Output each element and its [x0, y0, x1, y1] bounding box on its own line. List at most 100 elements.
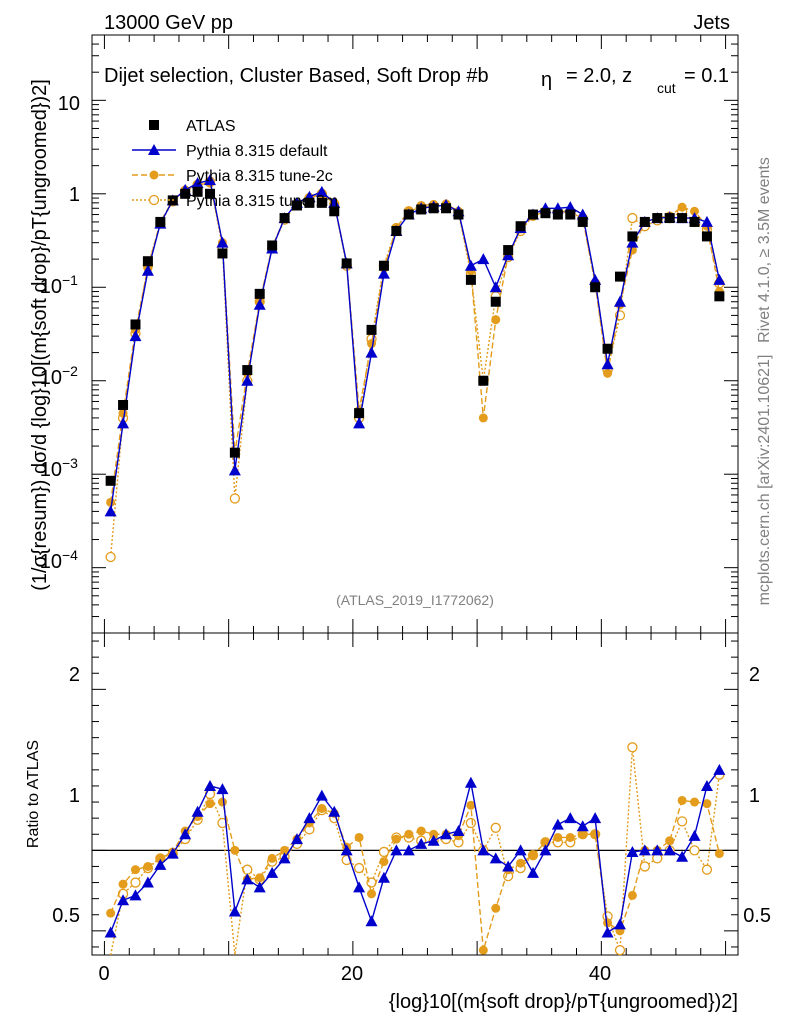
ratio-point	[565, 832, 575, 842]
ratio-point	[701, 864, 713, 875]
ratio-ytick-label-right: 0.5	[743, 905, 771, 927]
data-point	[677, 213, 688, 224]
data-point	[105, 475, 116, 486]
ratio-point	[377, 871, 390, 883]
data-point	[639, 216, 650, 227]
data-point	[217, 248, 228, 259]
data-point	[391, 225, 402, 236]
ratio-point	[564, 812, 577, 824]
ratio-series-line	[109, 747, 721, 956]
ratio-point	[491, 903, 501, 913]
ratio-point	[328, 805, 341, 817]
data-point	[316, 197, 327, 208]
data-point	[254, 288, 265, 299]
data-point	[714, 291, 725, 302]
data-point	[129, 330, 142, 342]
data-point	[453, 209, 464, 220]
main-ytick-label: 10	[40, 551, 62, 573]
ratio-point	[700, 779, 713, 791]
ratio-ytick-label: 0.5	[52, 905, 80, 927]
data-point	[105, 551, 116, 563]
ratio-ytick-label-right: 2	[749, 664, 760, 686]
main-ylabel: (1/σ{resum}) dσ/d {log}10[(m{soft drop}/…	[29, 79, 51, 591]
ratio-point	[340, 844, 353, 856]
ratio-point	[365, 915, 378, 927]
data-point	[700, 215, 713, 227]
ratio-point	[130, 877, 141, 888]
data-point	[614, 271, 625, 282]
ratio-point	[353, 881, 366, 893]
ratio-point	[117, 894, 130, 906]
ratio-point	[367, 889, 377, 899]
analysis-watermark: (ATLAS_2019_I1772062)	[336, 592, 494, 608]
ratio-point	[267, 853, 277, 863]
ratio-point	[404, 829, 414, 839]
ratio-point	[141, 876, 154, 888]
data-point	[477, 253, 490, 265]
ratio-point	[527, 866, 540, 878]
data-point	[577, 216, 588, 227]
ratio-point	[576, 820, 589, 832]
ratio-point	[241, 873, 254, 885]
data-point	[713, 273, 726, 285]
data-point	[428, 203, 439, 214]
xlabel: {log}10[(m{soft drop}/pT{ungroomed})2]	[389, 991, 738, 1013]
ratio-point	[278, 852, 291, 864]
main-y-tick-labels: 10 1 10 −1 10 −2 10 −3 10 −4	[40, 93, 80, 573]
ratio-point	[516, 858, 526, 868]
data-point	[204, 174, 217, 186]
ratio-point	[465, 817, 477, 829]
data-point	[118, 400, 129, 411]
data-point	[291, 200, 302, 211]
legend-marker	[148, 144, 160, 155]
ratio-point	[402, 844, 415, 856]
data-point	[552, 209, 563, 220]
ratio-point	[452, 825, 465, 837]
ratio-point	[590, 829, 600, 839]
data-point	[503, 245, 514, 256]
ratio-xtick-label: 20	[341, 963, 363, 985]
ratio-point	[317, 803, 327, 813]
ratio-point	[390, 844, 403, 856]
ratio-point	[638, 844, 651, 856]
ratio-data-layer	[104, 742, 726, 956]
ratio-point	[489, 852, 502, 864]
data-point	[241, 374, 254, 386]
ratio-point	[391, 834, 401, 844]
main-data-layer	[104, 174, 726, 563]
ratio-point	[154, 858, 167, 870]
data-point	[329, 206, 340, 217]
ratio-point	[104, 926, 117, 938]
main-axis-ticks	[92, 34, 738, 634]
data-point	[540, 208, 551, 219]
ratio-point	[255, 873, 265, 883]
ratio-point	[166, 847, 179, 859]
main-ytick-exp: −4	[62, 547, 78, 563]
data-point	[441, 203, 452, 214]
ratio-point	[216, 783, 229, 795]
ratio-point	[242, 864, 253, 875]
ratio-point	[464, 776, 477, 788]
ratio-point	[179, 828, 192, 840]
ratio-point	[676, 816, 688, 827]
legend-marker	[149, 170, 159, 180]
ratio-point	[353, 862, 365, 874]
data-point	[478, 413, 488, 423]
data-point	[328, 196, 341, 208]
legend-marker	[148, 194, 160, 206]
main-title: Dijet selection, Cluster Based, Soft Dro…	[104, 65, 729, 96]
ratio-point	[601, 926, 614, 938]
ratio-point	[665, 836, 675, 846]
data-point	[626, 236, 639, 248]
data-point	[478, 375, 489, 386]
ratio-ylabel: Ratio to ATLAS	[25, 740, 42, 848]
data-point	[528, 209, 539, 220]
legend-label: Pythia 8.315 tune-2m	[186, 193, 338, 210]
ratio-point	[603, 918, 613, 928]
ratio-point	[553, 832, 563, 842]
ratio-point	[688, 829, 701, 841]
ratio-point	[118, 879, 128, 889]
main-title-suffix: = 2.0, z	[566, 65, 632, 87]
data-point	[627, 212, 638, 224]
